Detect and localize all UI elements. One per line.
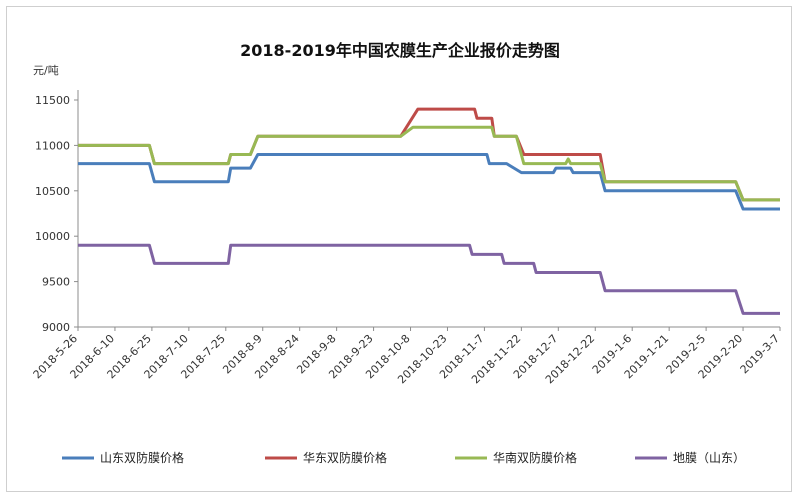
series-line (78, 153, 780, 211)
y-tick-label: 10000 (35, 230, 70, 243)
y-tick-label: 11500 (35, 94, 70, 107)
legend-entry: 山东双防膜价格 (100, 450, 184, 465)
legend-entry: 地膜（山东） (673, 451, 745, 465)
series-line (78, 125, 780, 202)
chart-frame (6, 6, 792, 492)
axes: 90009500100001050011000115002018-5-26201… (31, 90, 782, 386)
chart-title: 2018-2019年中国农膜生产企业报价走势图 (240, 41, 560, 60)
y-tick-label: 11000 (35, 139, 70, 152)
y-axis-unit-label: 元/吨 (33, 64, 59, 77)
legend-entry: 华东双防膜价格 (303, 450, 387, 465)
x-tick-label: 2019-3-7 (738, 332, 783, 377)
series-layer (78, 107, 780, 315)
legend-entry: 华南双防膜价格 (493, 450, 577, 465)
y-tick-label: 9000 (42, 321, 70, 334)
y-tick-label: 9500 (42, 276, 70, 289)
legend: 山东双防膜价格 华东双防膜价格 华南双防膜价格 地膜（山东） (62, 450, 745, 465)
y-tick-label: 10500 (35, 185, 70, 198)
series-line (78, 243, 780, 315)
